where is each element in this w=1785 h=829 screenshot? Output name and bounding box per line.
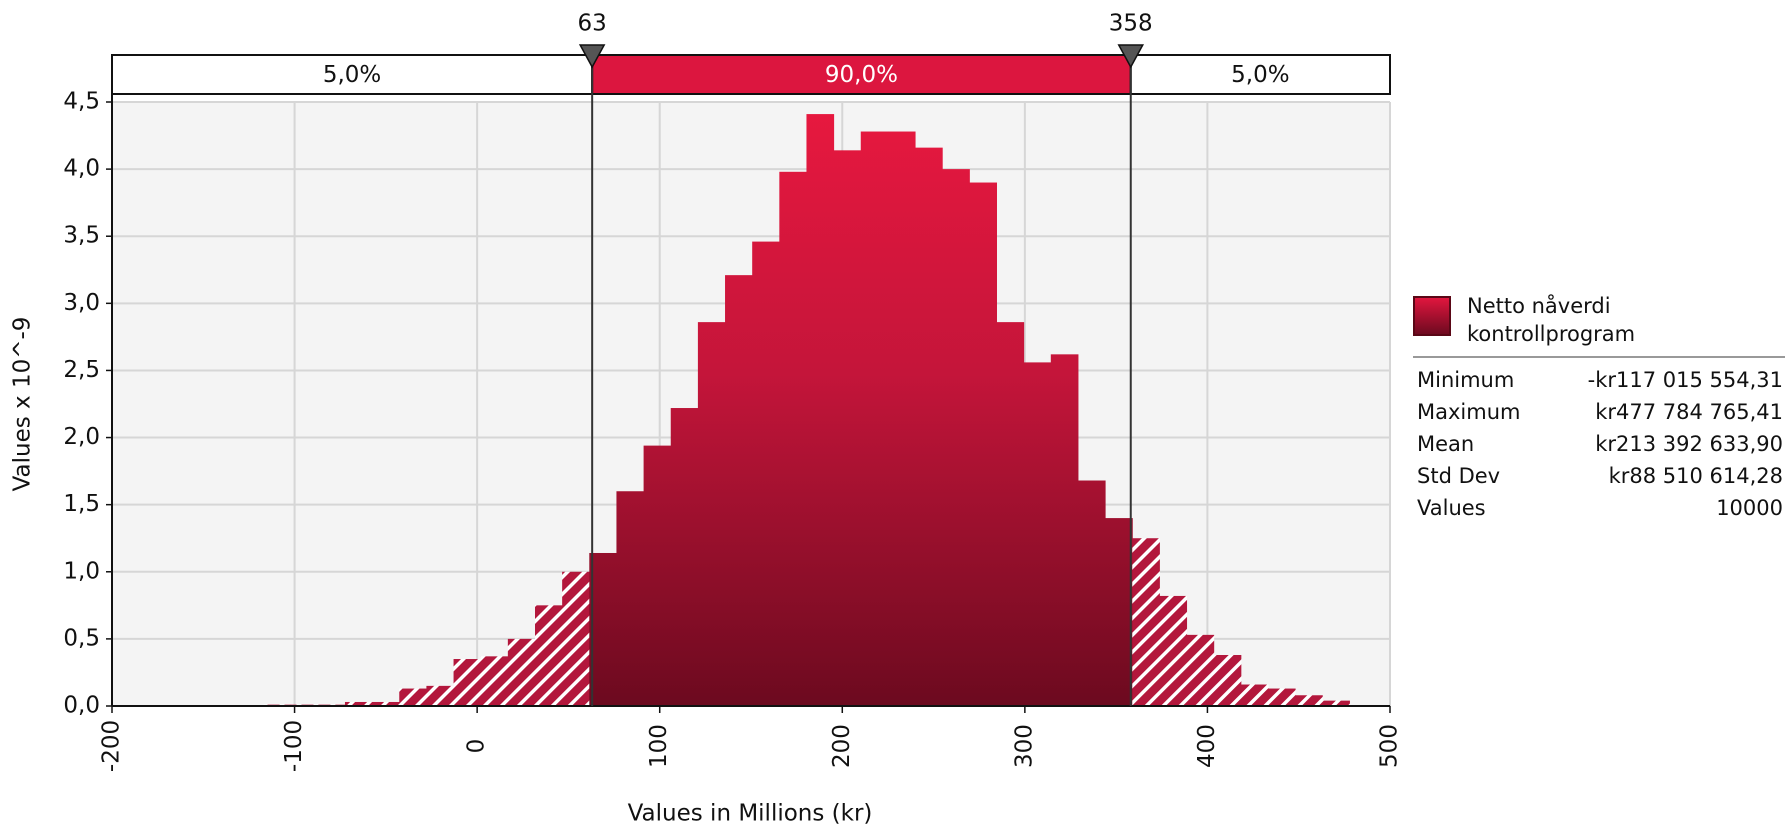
y-tick-label: 4,5 (63, 89, 100, 115)
bar (806, 114, 835, 706)
stats-row: Maximum kr477 784 765,41 (1413, 396, 1783, 428)
bar (1132, 538, 1160, 706)
bar (942, 169, 970, 707)
bar (1213, 654, 1242, 706)
bar (670, 408, 699, 706)
bar (1267, 688, 1296, 706)
bar (915, 147, 943, 706)
legend: Netto nåverdi kontrollprogram Minimum -kr… (1413, 292, 1785, 524)
bar (887, 131, 916, 707)
bar (752, 241, 780, 706)
x-tick-label: 500 (1377, 724, 1403, 768)
y-tick-label: 3,0 (63, 290, 100, 316)
delimiter-label: 63 (578, 11, 607, 37)
delimiter-label: 358 (1109, 11, 1153, 37)
bar (1105, 518, 1133, 706)
delimiter-handle (1117, 44, 1145, 69)
y-tick-label: 4,0 (63, 156, 100, 182)
y-tick-label: 2,5 (63, 357, 100, 383)
delimiter-handle (578, 44, 606, 69)
y-tick-label: 1,0 (63, 558, 100, 584)
bar (344, 701, 373, 706)
region-label: 90,0% (825, 62, 898, 88)
bar (1050, 354, 1079, 706)
region-label: 5,0% (323, 62, 381, 88)
legend-swatch (1413, 296, 1451, 336)
x-axis-label: Values in Millions (kr) (628, 801, 873, 827)
x-tick-label: 100 (646, 724, 672, 768)
y-tick-label: 1,5 (63, 491, 100, 517)
stats-row: Values 10000 (1413, 492, 1783, 524)
region-box (591, 54, 1132, 95)
stat-label: Minimum (1417, 368, 1515, 392)
stat-label: Std Dev (1417, 464, 1501, 488)
bar (1186, 634, 1215, 706)
stat-value: kr477 784 765,41 (1595, 400, 1783, 424)
x-tick-label: 0 (464, 739, 490, 754)
stat-value: kr88 510 614,28 (1608, 464, 1783, 488)
bar (725, 275, 753, 706)
bar (833, 150, 862, 706)
x-tick-label: 200 (829, 724, 855, 768)
y-tick-label: 3,5 (63, 223, 100, 249)
stat-value: 10000 (1716, 496, 1783, 520)
y-tick-label: 0,5 (63, 625, 100, 651)
bar (779, 171, 807, 707)
bar (697, 322, 726, 706)
region-box (111, 54, 594, 95)
bar (1159, 595, 1188, 706)
bar (616, 491, 645, 706)
x-tick-label: 300 (1011, 724, 1037, 768)
stats-row: Std Dev kr88 510 614,28 (1413, 460, 1783, 492)
y-axis-label: Values x 10^-9 (10, 317, 36, 492)
x-tick-label: -200 (99, 720, 125, 772)
bar (480, 656, 509, 706)
stats-row: Minimum -kr117 015 554,31 (1413, 364, 1783, 396)
bar (1295, 695, 1323, 706)
y-tick-label: 0,0 (63, 693, 100, 719)
region-label: 5,0% (1231, 62, 1289, 88)
bar (969, 182, 998, 707)
stats-table: Minimum -kr117 015 554,31 Maximum kr477 784… (1413, 364, 1783, 524)
bar (453, 659, 482, 706)
bar (1077, 480, 1106, 706)
bar (1240, 684, 1269, 706)
bar (589, 552, 617, 706)
bar (1322, 700, 1350, 706)
bar (1023, 362, 1052, 706)
legend-label: Netto nåverdi kontrollprogram (1467, 294, 1636, 346)
bar (372, 701, 400, 706)
x-tick-label: 400 (1194, 724, 1220, 768)
y-tick-label: 2,0 (63, 424, 100, 450)
bar (996, 322, 1025, 706)
bar (507, 638, 536, 706)
bar (426, 685, 455, 706)
bar (860, 131, 889, 707)
bar (562, 571, 590, 706)
stat-value: -kr117 015 554,31 (1587, 368, 1783, 392)
bar (643, 445, 672, 706)
stat-label: Mean (1417, 432, 1475, 456)
stat-label: Maximum (1417, 400, 1521, 424)
stat-value: kr213 392 633,90 (1595, 432, 1783, 456)
bar (534, 605, 563, 706)
bar (399, 688, 427, 706)
stat-label: Values (1417, 496, 1486, 520)
x-tick-label: -100 (281, 720, 307, 772)
legend-header: Netto nåverdi kontrollprogram (1413, 292, 1785, 358)
stats-row: Mean kr213 392 633,90 (1413, 428, 1783, 460)
